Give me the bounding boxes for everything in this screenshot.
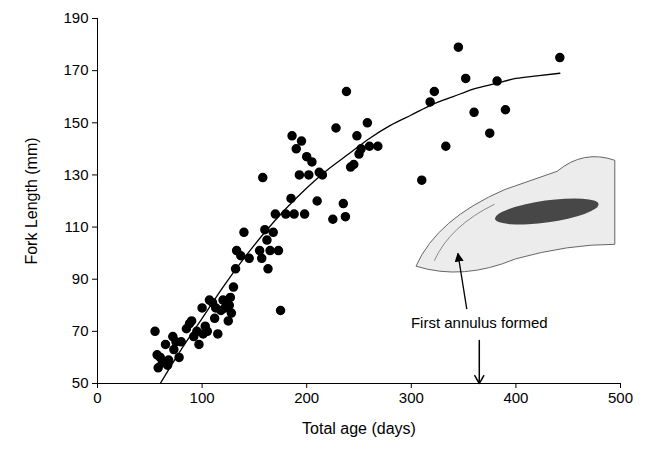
svg-text:500: 500 xyxy=(608,389,633,406)
svg-text:0: 0 xyxy=(93,389,101,406)
svg-text:Total age (days): Total age (days) xyxy=(302,420,416,437)
svg-text:200: 200 xyxy=(294,389,319,406)
svg-text:400: 400 xyxy=(503,389,528,406)
svg-text:150: 150 xyxy=(63,114,88,131)
svg-text:110: 110 xyxy=(65,218,89,235)
svg-text:100: 100 xyxy=(190,389,215,406)
svg-text:130: 130 xyxy=(63,166,88,183)
svg-text:First annulus formed: First annulus formed xyxy=(411,314,548,331)
svg-text:90: 90 xyxy=(72,270,89,287)
svg-text:70: 70 xyxy=(72,322,89,339)
svg-text:170: 170 xyxy=(63,61,88,78)
svg-text:300: 300 xyxy=(399,389,424,406)
svg-text:Fork Length (mm): Fork Length (mm) xyxy=(23,137,40,264)
svg-text:190: 190 xyxy=(63,9,88,26)
svg-text:50: 50 xyxy=(72,374,89,391)
